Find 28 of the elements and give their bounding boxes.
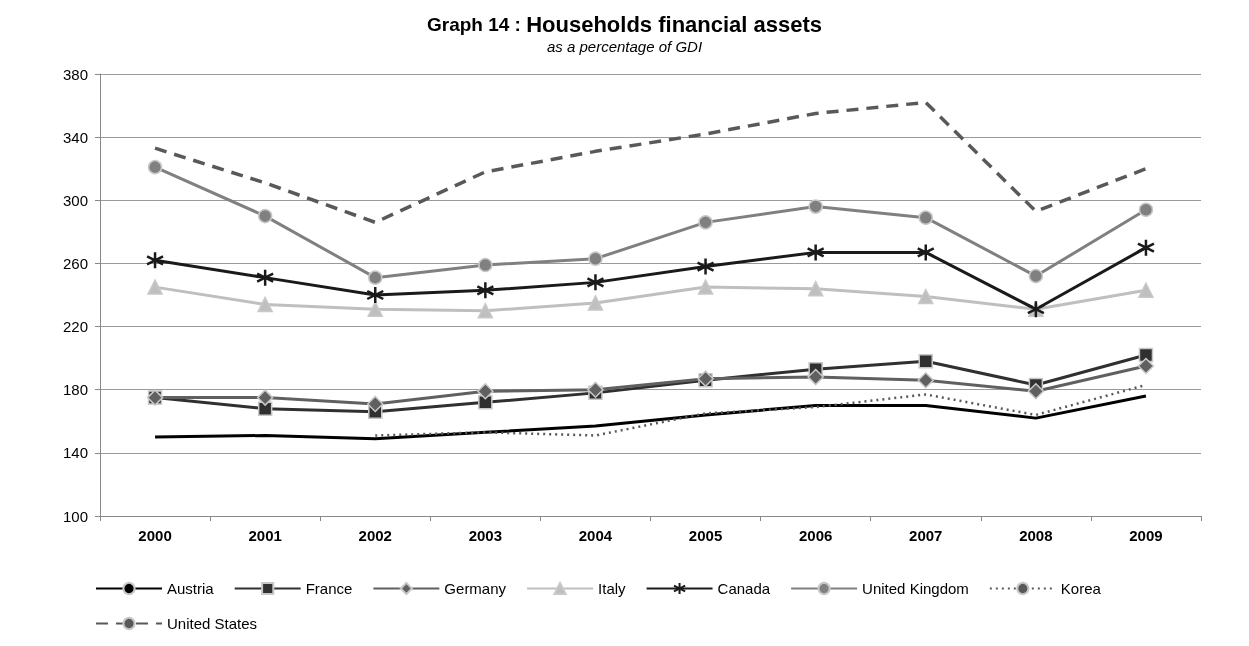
legend-label: United States xyxy=(167,615,258,632)
legend-label: Canada xyxy=(717,580,771,597)
legend-label: Austria xyxy=(167,580,215,597)
y-tick-label: 260 xyxy=(62,254,88,272)
x-tick-label: 2002 xyxy=(358,527,392,544)
y-tick-label: 100 xyxy=(62,507,88,525)
legend-label: Korea xyxy=(1060,580,1102,597)
x-tick-label: 2006 xyxy=(798,527,833,544)
y-tick-label: 380 xyxy=(62,65,88,83)
x-tick-label: 2005 xyxy=(688,527,723,544)
legend-label: Germany xyxy=(444,580,507,597)
y-tick-label: 220 xyxy=(62,318,88,336)
y-tick-label: 180 xyxy=(62,381,88,399)
y-tick-label: 140 xyxy=(62,444,88,462)
x-tick-label: 2004 xyxy=(578,527,613,544)
chart-subtitle: as a percentage of GDI xyxy=(546,38,703,55)
legend-label: Italy xyxy=(598,580,627,597)
y-tick-label: 340 xyxy=(62,128,88,146)
x-tick-label: 2003 xyxy=(468,527,503,544)
x-tick-label: 2007 xyxy=(909,527,943,544)
x-tick-label: 2009 xyxy=(1129,527,1163,544)
legend-label: France xyxy=(305,580,353,597)
y-tick-label: 300 xyxy=(62,191,88,209)
x-tick-label: 2000 xyxy=(138,527,172,544)
x-tick-label: 2008 xyxy=(1019,527,1053,544)
x-tick-label: 2001 xyxy=(248,527,282,544)
chart-title: Graph 14 : Households financial assets xyxy=(426,11,823,37)
legend-label: United Kingdom xyxy=(862,580,969,597)
